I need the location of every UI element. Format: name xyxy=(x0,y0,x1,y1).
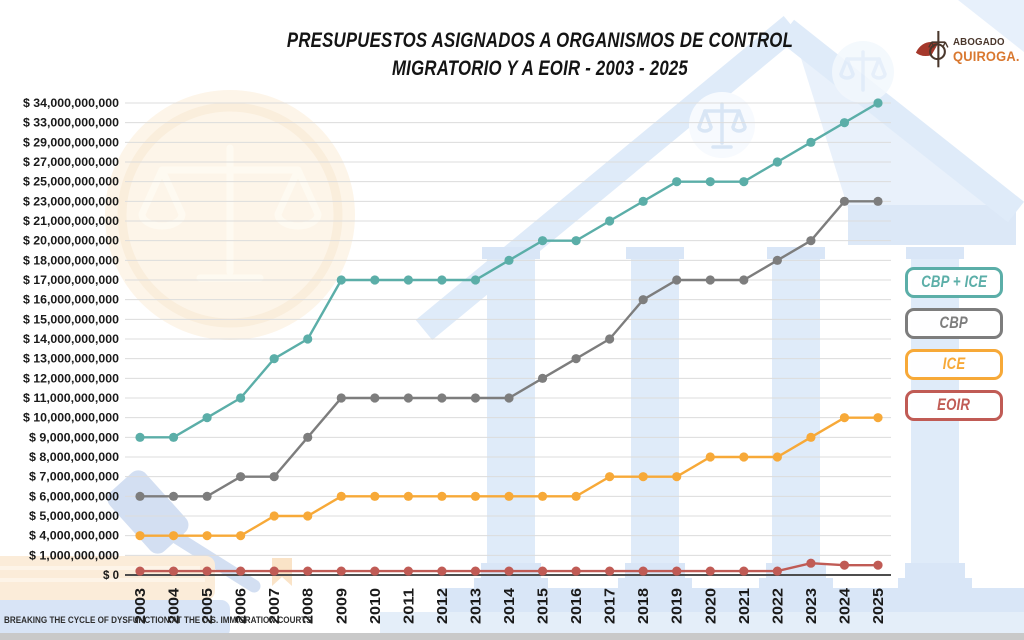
svg-text:$ 8,000,000,000: $ 8,000,000,000 xyxy=(29,452,119,464)
svg-text:2016: 2016 xyxy=(569,588,585,624)
svg-text:2012: 2012 xyxy=(435,588,451,624)
svg-text:2022: 2022 xyxy=(770,588,786,624)
svg-text:2011: 2011 xyxy=(401,588,417,624)
roof-scales-emblem xyxy=(832,41,894,103)
svg-text:$ 20,000,000,000: $ 20,000,000,000 xyxy=(23,236,119,248)
legend-item-cbp[interactable]: CBP xyxy=(905,308,1003,339)
svg-text:2013: 2013 xyxy=(468,588,484,624)
svg-text:2018: 2018 xyxy=(636,588,652,624)
svg-text:$ 23,000,000,000: $ 23,000,000,000 xyxy=(23,196,119,208)
svg-text:$ 17,000,000,000: $ 17,000,000,000 xyxy=(23,275,119,287)
logo-name-bottom: QUIROGA. xyxy=(952,47,1020,64)
pediment-scales-emblem xyxy=(689,92,755,158)
svg-text:$ 9,000,000,000: $ 9,000,000,000 xyxy=(29,432,119,444)
svg-text:2015: 2015 xyxy=(536,588,552,624)
legend-item-cbp-ice[interactable]: CBP + ICE xyxy=(905,267,1003,298)
svg-text:$ 25,000,000,000: $ 25,000,000,000 xyxy=(23,177,119,189)
legend-label-ice: ICE xyxy=(942,355,966,373)
legend-label-cbp: CBP xyxy=(939,314,969,332)
svg-text:$ 6,000,000,000: $ 6,000,000,000 xyxy=(29,491,119,503)
svg-text:2004: 2004 xyxy=(167,588,183,624)
legend-label-eoir: EOIR xyxy=(937,396,971,414)
legend-item-ice[interactable]: ICE xyxy=(905,349,1003,380)
legend-item-eoir[interactable]: EOIR xyxy=(905,390,1003,421)
svg-text:2009: 2009 xyxy=(334,588,350,624)
svg-text:2023: 2023 xyxy=(804,588,820,624)
svg-text:$ 18,000,000,000: $ 18,000,000,000 xyxy=(23,255,119,267)
svg-text:2017: 2017 xyxy=(603,588,619,624)
footer-tagline: BREAKING THE CYCLE OF DYSFUNCTION AT THE… xyxy=(4,615,312,625)
svg-text:$ 14,000,000,000: $ 14,000,000,000 xyxy=(23,334,119,346)
svg-text:2025: 2025 xyxy=(871,588,887,624)
svg-text:$ 16,000,000,000: $ 16,000,000,000 xyxy=(23,295,119,307)
svg-text:2020: 2020 xyxy=(703,588,719,624)
svg-text:$ 13,000,000,000: $ 13,000,000,000 xyxy=(23,354,119,366)
svg-text:$ 5,000,000,000: $ 5,000,000,000 xyxy=(29,511,119,523)
svg-text:$ 0: $ 0 xyxy=(103,570,119,582)
svg-text:$ 15,000,000,000: $ 15,000,000,000 xyxy=(23,314,119,326)
chart-title-line2: MIGRATORIO Y A EOIR - 2003 - 2025 xyxy=(391,56,689,80)
svg-text:2024: 2024 xyxy=(837,588,853,624)
svg-text:2003: 2003 xyxy=(133,588,149,624)
svg-text:2021: 2021 xyxy=(737,588,753,624)
svg-text:$ 34,000,000,000: $ 34,000,000,000 xyxy=(23,98,119,110)
bottom-bar xyxy=(0,633,1024,640)
chart-title-line1: PRESUPUESTOS ASIGNADOS A ORGANISMOS DE C… xyxy=(286,28,794,52)
svg-text:$ 21,000,000,000: $ 21,000,000,000 xyxy=(23,216,119,228)
svg-text:2006: 2006 xyxy=(234,588,250,624)
svg-text:$ 10,000,000,000: $ 10,000,000,000 xyxy=(23,413,119,425)
svg-text:$ 12,000,000,000: $ 12,000,000,000 xyxy=(23,373,119,385)
abogado-quiroga-logo: ABOGADO QUIROGA. xyxy=(915,24,1024,76)
logo-name-top: ABOGADO xyxy=(952,36,1005,49)
svg-text:2010: 2010 xyxy=(368,588,384,624)
svg-text:2019: 2019 xyxy=(670,588,686,624)
svg-text:$ 27,000,000,000: $ 27,000,000,000 xyxy=(23,157,119,169)
scales-wing-icon xyxy=(915,30,949,68)
svg-text:2008: 2008 xyxy=(301,588,317,624)
svg-text:$ 1,000,000,000: $ 1,000,000,000 xyxy=(29,550,119,562)
svg-text:$ 11,000,000,000: $ 11,000,000,000 xyxy=(23,393,119,405)
legend-label-cbp-ice: CBP + ICE xyxy=(921,273,987,291)
svg-text:$ 7,000,000,000: $ 7,000,000,000 xyxy=(29,472,119,484)
svg-text:$ 29,000,000,000: $ 29,000,000,000 xyxy=(23,137,119,149)
gavel-books-watermark xyxy=(0,470,292,638)
svg-text:2005: 2005 xyxy=(200,588,216,624)
svg-text:$ 4,000,000,000: $ 4,000,000,000 xyxy=(29,531,119,543)
svg-text:2014: 2014 xyxy=(502,588,518,624)
svg-text:2007: 2007 xyxy=(267,588,283,624)
scales-of-justice-watermark xyxy=(105,90,355,340)
svg-text:$ 33,000,000,000: $ 33,000,000,000 xyxy=(23,118,119,130)
chart-title: PRESUPUESTOS ASIGNADOS A ORGANISMOS DE C… xyxy=(56,26,1024,82)
